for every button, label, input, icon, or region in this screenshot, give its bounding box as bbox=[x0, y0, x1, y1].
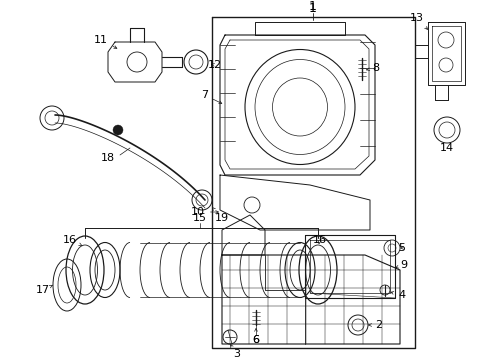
Text: 3: 3 bbox=[230, 345, 240, 359]
Text: 5: 5 bbox=[397, 243, 404, 253]
Text: 13: 13 bbox=[409, 13, 427, 30]
Text: 1: 1 bbox=[308, 1, 316, 14]
Text: 6: 6 bbox=[252, 335, 259, 345]
Text: 10: 10 bbox=[191, 207, 218, 217]
Text: 9: 9 bbox=[395, 260, 407, 270]
Text: 16: 16 bbox=[312, 235, 326, 245]
Text: 1: 1 bbox=[308, 0, 316, 13]
Text: 19: 19 bbox=[212, 208, 229, 223]
Text: 8: 8 bbox=[366, 63, 378, 73]
Text: 16: 16 bbox=[63, 235, 82, 246]
Text: 12: 12 bbox=[207, 60, 222, 70]
Circle shape bbox=[113, 125, 123, 135]
Text: 17: 17 bbox=[36, 285, 53, 295]
Text: 4: 4 bbox=[390, 290, 404, 300]
Text: 11: 11 bbox=[94, 35, 117, 48]
Text: 2: 2 bbox=[368, 320, 381, 330]
Text: 14: 14 bbox=[439, 143, 453, 153]
Text: 7: 7 bbox=[201, 90, 222, 103]
Text: 6: 6 bbox=[252, 329, 259, 345]
Text: 15: 15 bbox=[193, 213, 206, 223]
Text: 18: 18 bbox=[101, 153, 115, 163]
